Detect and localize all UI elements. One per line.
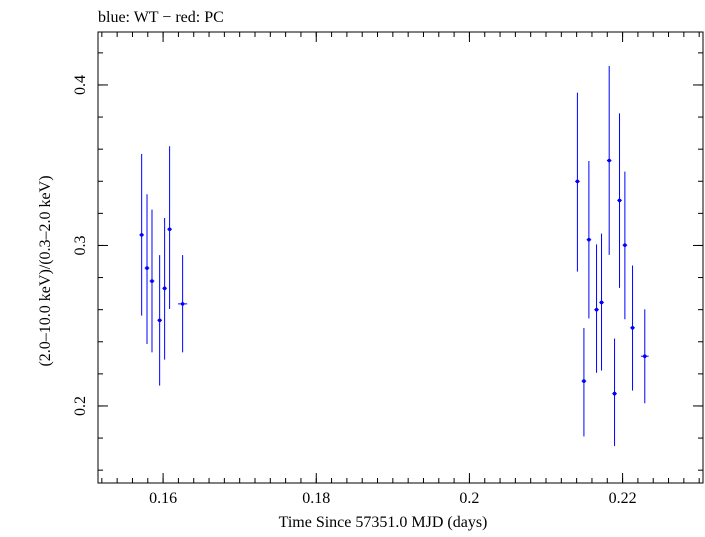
data-point — [586, 161, 592, 319]
data-point — [599, 233, 604, 371]
point-marker — [167, 227, 172, 232]
data-point — [167, 146, 172, 310]
y-tick-label: 0.4 — [72, 75, 89, 95]
data-point — [575, 92, 580, 272]
point-marker — [642, 354, 647, 359]
data-point — [581, 327, 587, 437]
data-point — [630, 265, 635, 391]
point-marker — [150, 279, 154, 283]
data-point — [606, 66, 612, 255]
x-tick-label: 0.16 — [149, 490, 177, 507]
point-marker — [594, 307, 599, 312]
x-axis-tick-labels: 0.16 0.18 0.2 0.22 — [149, 490, 636, 507]
x-tick-label: 0.2 — [459, 490, 479, 507]
point-marker — [630, 325, 635, 330]
y-tick-label: 0.3 — [72, 235, 89, 255]
y-axis-tick-labels: 0.2 0.3 0.4 — [72, 75, 89, 416]
data-point — [149, 209, 155, 353]
point-marker — [599, 300, 604, 305]
point-marker — [607, 158, 611, 163]
data-point — [594, 244, 599, 373]
data-point — [612, 338, 617, 447]
data-points — [139, 66, 649, 447]
y-tick-label: 0.2 — [72, 396, 89, 416]
point-marker — [145, 266, 149, 270]
x-axis-label: Time Since 57351.0 MJD (days) — [279, 514, 488, 531]
x-tick-label: 0.18 — [302, 490, 330, 507]
data-point — [640, 309, 649, 404]
data-point — [139, 153, 144, 316]
data-point — [617, 113, 622, 288]
point-marker — [139, 233, 144, 237]
point-marker — [157, 318, 162, 323]
data-point — [162, 218, 167, 360]
y-axis-ticks — [98, 52, 703, 471]
chart-title: blue: WT − red: PC — [98, 9, 224, 26]
point-marker — [587, 237, 591, 242]
data-point — [622, 171, 628, 320]
data-point — [178, 255, 188, 353]
point-marker — [575, 179, 580, 184]
y-axis-label: (2.0–10.0 keV)/(0.3–2.0 keV) — [37, 175, 54, 366]
data-point — [157, 255, 162, 386]
point-marker — [612, 391, 617, 396]
point-marker — [180, 302, 185, 306]
point-marker — [162, 286, 167, 291]
x-tick-label: 0.22 — [609, 490, 637, 507]
point-marker — [617, 198, 622, 203]
point-marker — [623, 243, 627, 247]
x-axis-ticks — [101, 32, 700, 483]
data-point — [144, 194, 150, 345]
point-marker — [582, 379, 586, 383]
plot-frame — [97, 31, 704, 484]
